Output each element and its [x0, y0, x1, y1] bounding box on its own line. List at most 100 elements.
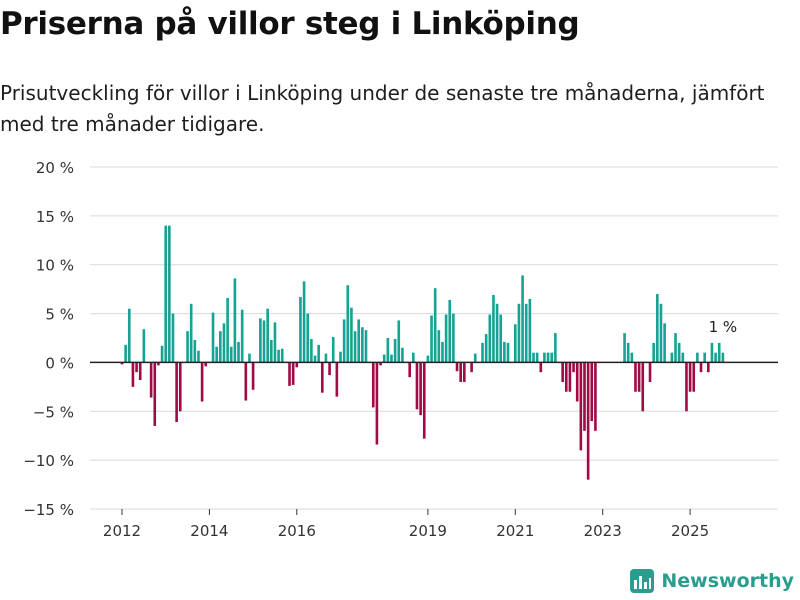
bar [579, 362, 583, 451]
bar [222, 323, 226, 363]
bar [437, 330, 441, 363]
bar [124, 344, 127, 363]
bar [320, 362, 324, 393]
bar [692, 362, 696, 392]
bar [120, 362, 124, 365]
x-tick-label: 2012 [103, 522, 141, 540]
bar [401, 347, 404, 363]
x-tick-label: 2016 [278, 522, 316, 540]
bar [699, 362, 703, 373]
bar [164, 225, 168, 363]
bar [448, 299, 452, 363]
bar [149, 362, 153, 398]
bar [244, 362, 248, 401]
bar [171, 313, 175, 363]
bar [554, 333, 557, 363]
bar [688, 362, 692, 392]
bar [291, 362, 295, 385]
bar [266, 308, 269, 363]
bar [484, 334, 488, 363]
bar [707, 362, 710, 373]
x-tick-label: 2019 [409, 522, 447, 540]
bar [204, 362, 208, 367]
bar [444, 314, 448, 363]
bar [178, 362, 182, 412]
newsworthy-brand: Newsworthy [629, 568, 794, 594]
bar [623, 333, 626, 363]
bar [630, 352, 634, 363]
bar [488, 314, 492, 363]
brand-name: Newsworthy [661, 570, 794, 592]
bar [503, 341, 506, 363]
bar [324, 353, 328, 363]
bar [189, 303, 193, 363]
bar [317, 344, 320, 363]
bar [211, 312, 215, 363]
x-tick-label: 2014 [190, 522, 228, 540]
bar [539, 362, 543, 373]
bar [481, 342, 484, 363]
y-tick-label: −5 % [33, 403, 74, 421]
bar [513, 324, 517, 363]
bar [674, 333, 677, 363]
y-tick-label: −10 % [23, 452, 74, 470]
bar [543, 352, 546, 363]
bar [295, 362, 299, 368]
bar [397, 320, 401, 363]
bar [153, 362, 157, 426]
bar [677, 342, 681, 363]
bar [299, 296, 302, 363]
bar [681, 352, 685, 363]
bar [215, 346, 218, 363]
bar [656, 294, 659, 363]
bar [441, 341, 444, 363]
bar [142, 329, 146, 363]
bar [473, 353, 477, 363]
bar [288, 362, 291, 386]
bar [415, 362, 419, 410]
bar [386, 338, 390, 363]
bar [229, 346, 233, 363]
bar [626, 342, 630, 363]
bar [310, 338, 313, 363]
bar [339, 351, 342, 363]
bar [663, 323, 666, 363]
bar [430, 315, 433, 363]
bar [641, 362, 645, 412]
bar [648, 362, 652, 382]
bar [703, 352, 706, 363]
bar [259, 318, 262, 363]
bar [422, 362, 426, 439]
bar [313, 355, 317, 363]
bar [240, 309, 244, 363]
bar [193, 339, 197, 363]
bar [306, 313, 310, 363]
y-tick-label: 5 % [45, 306, 74, 324]
last-value-label: 1 % [709, 318, 738, 336]
bar [135, 362, 138, 373]
bar [262, 320, 266, 363]
bar [280, 348, 284, 363]
bar [353, 331, 357, 363]
bar [270, 339, 273, 363]
bar [637, 362, 641, 392]
bar [495, 303, 499, 363]
bar [685, 362, 688, 412]
bar [237, 341, 240, 363]
bar [364, 330, 368, 363]
bar [452, 313, 455, 363]
bar [408, 362, 411, 378]
bar [546, 352, 550, 363]
bar [127, 308, 131, 363]
bar [659, 303, 663, 363]
bars [120, 225, 725, 480]
x-tick-label: 2025 [671, 522, 709, 540]
bar [506, 342, 510, 363]
bar [175, 362, 178, 423]
x-tick-label: 2023 [584, 522, 622, 540]
bar [335, 362, 339, 397]
x-axis-ticks: 2012 2014 2016 2019 2021 2023 2025 [103, 509, 709, 540]
bar [634, 362, 637, 392]
bar [532, 352, 535, 363]
